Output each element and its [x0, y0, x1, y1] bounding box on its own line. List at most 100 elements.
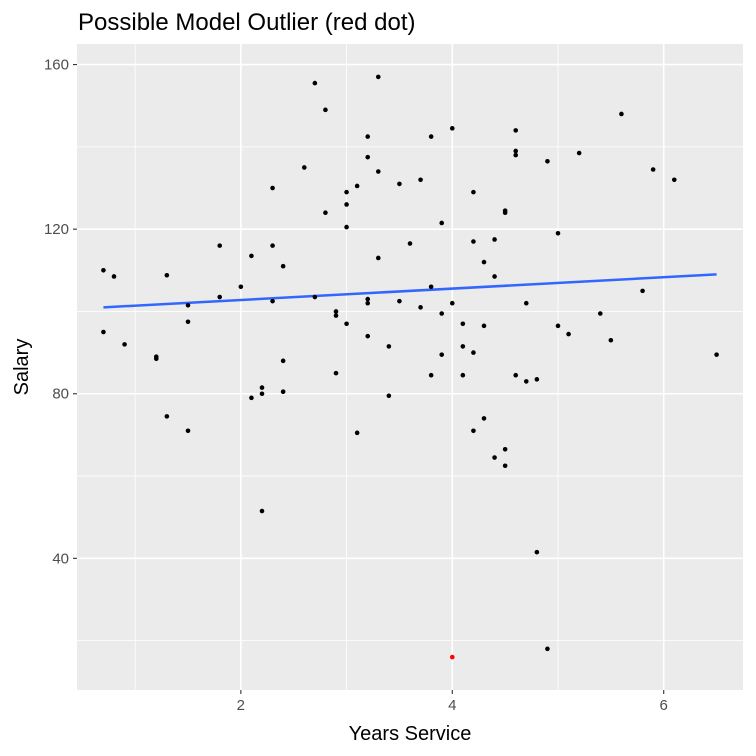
data-point [323, 210, 328, 216]
data-point [449, 126, 455, 131]
data-point [122, 342, 127, 347]
data-point [471, 350, 476, 355]
fit-line-layer [103, 273, 717, 309]
data-point [534, 549, 540, 555]
data-point [375, 74, 381, 80]
data-point [365, 134, 371, 139]
data-point [492, 237, 497, 242]
data-point [344, 321, 349, 327]
data-point [471, 428, 476, 434]
data-point [185, 302, 191, 308]
data-point [502, 446, 508, 452]
data-point [566, 331, 571, 337]
data-point [375, 169, 381, 174]
x-tick-label: 6 [660, 697, 668, 714]
data-point [714, 352, 719, 357]
data-point [397, 298, 402, 304]
data-point [418, 177, 423, 183]
data-point [312, 80, 318, 86]
data-point [428, 284, 434, 290]
data-point [280, 389, 286, 394]
data-point [153, 356, 159, 362]
data-point [481, 259, 487, 265]
data-point [386, 344, 392, 349]
data-point [185, 319, 191, 325]
data-point [386, 393, 392, 399]
data-point [481, 416, 487, 421]
data-point [502, 210, 508, 216]
data-point [365, 333, 371, 339]
outlier-point [449, 654, 455, 660]
data-point [471, 239, 476, 244]
data-point [502, 463, 508, 469]
data-point [513, 152, 519, 158]
data-point [164, 272, 170, 278]
data-point [101, 268, 106, 273]
data-point [576, 150, 582, 156]
data-point [640, 288, 645, 294]
grid-minor [77, 44, 743, 690]
data-point [608, 337, 614, 343]
data-point [439, 220, 445, 226]
data-point [354, 430, 360, 436]
data-point [534, 377, 540, 382]
data-point [449, 300, 455, 306]
data-point [111, 274, 117, 279]
data-point [249, 395, 254, 401]
data-point [460, 344, 466, 349]
x-tick-label: 4 [448, 697, 456, 714]
data-point [481, 323, 487, 329]
data-point [312, 294, 318, 300]
data-point [460, 321, 466, 327]
data-point [217, 294, 223, 300]
data-point [238, 284, 244, 290]
data-point [513, 128, 519, 133]
data-point [439, 352, 445, 357]
data-point [101, 329, 106, 335]
fit-line [103, 273, 717, 309]
data-point [259, 508, 265, 514]
data-point [650, 167, 656, 172]
x-axis-title: Years Service [349, 723, 472, 745]
data-point [513, 148, 519, 154]
data-point [671, 177, 677, 183]
data-point [344, 202, 349, 207]
data-point [418, 305, 423, 310]
grid-major [77, 44, 743, 690]
data-point [428, 134, 434, 139]
y-tick-label: 120 [44, 221, 69, 238]
data-point [280, 358, 286, 364]
data-point [397, 181, 402, 187]
data-point [217, 243, 223, 248]
data-point [280, 263, 286, 269]
data-point [333, 313, 339, 318]
y-axis-ticks: 40 80 120 160 [44, 57, 77, 567]
y-axis-title: Salary [11, 339, 33, 396]
data-point [375, 255, 381, 261]
data-point [270, 243, 275, 248]
y-tick-label: 80 [52, 386, 69, 403]
points-layer [101, 74, 719, 660]
data-point [428, 372, 434, 378]
data-point [407, 241, 413, 246]
data-point [365, 300, 371, 306]
data-point [249, 253, 254, 259]
data-point [492, 274, 497, 279]
data-point [492, 455, 497, 460]
data-point [597, 311, 603, 316]
data-point [259, 391, 265, 397]
data-point [323, 107, 328, 113]
data-point [460, 372, 466, 378]
data-point [545, 646, 550, 652]
data-point [471, 189, 476, 195]
x-axis-ticks: 2 4 6 [237, 690, 668, 714]
y-tick-label: 40 [52, 550, 69, 567]
data-point [270, 185, 275, 191]
chart-title: Possible Model Outlier (red dot) [78, 9, 415, 36]
data-point [164, 414, 170, 419]
data-point [555, 323, 561, 329]
data-point [555, 230, 561, 236]
plot-panel [77, 44, 743, 690]
data-point [354, 183, 360, 189]
